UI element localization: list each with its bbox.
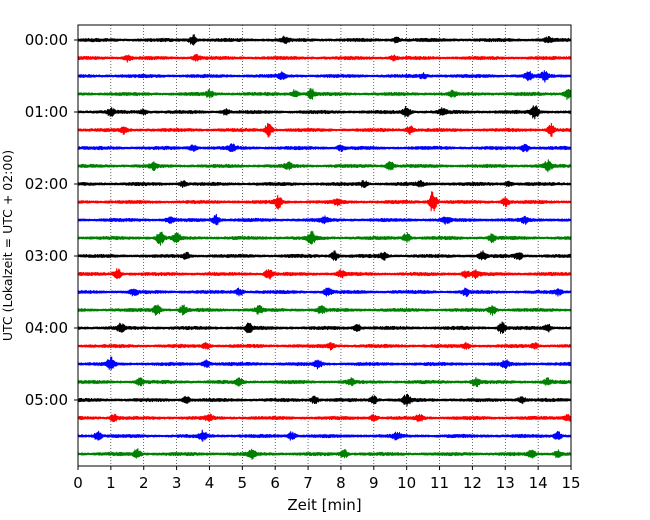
x-tick-label: 13: [496, 474, 515, 492]
trace-0215: [77, 191, 572, 212]
x-tick-label: 11: [430, 474, 449, 492]
x-tick-label: 10: [397, 474, 416, 492]
trace-0330: [77, 287, 572, 298]
x-tick-label: 3: [172, 474, 182, 492]
y-axis-label: UTC (Lokalzeit = UTC + 02:00): [0, 150, 15, 341]
x-tick-label: 5: [238, 474, 248, 492]
trace-0100: [77, 105, 572, 120]
x-tick-label: 14: [529, 474, 548, 492]
trace-0445: [77, 376, 572, 388]
trace-0015: [77, 53, 572, 63]
trace-0415: [77, 341, 572, 351]
y-tick-label: 01:00: [25, 103, 68, 121]
y-tick-label: 05:00: [25, 391, 68, 409]
trace-0430: [77, 356, 572, 371]
trace-0245: [77, 230, 572, 246]
x-tick-label: 12: [463, 474, 482, 492]
trace-0045: [77, 87, 572, 101]
y-axis-ticks: 00:00 01:00 02:00 03:00 04:00 05:00: [25, 31, 78, 409]
trace-group: [77, 34, 572, 460]
x-tick-label: 1: [106, 474, 116, 492]
trace-0130: [77, 143, 572, 153]
trace-0315: [77, 268, 572, 280]
x-tick-label: 9: [369, 474, 379, 492]
trace-0000: [77, 34, 572, 46]
trace-0400: [77, 321, 572, 334]
x-axis-ticks: 0 1 2 3 4 5 6 7 8 9 10 11 12 13 14 15: [73, 466, 581, 492]
x-tick-label: 4: [205, 474, 215, 492]
trace-0230: [77, 213, 572, 226]
y-tick-label: 03:00: [25, 247, 68, 265]
trace-0145: [77, 159, 572, 173]
trace-0300: [77, 250, 572, 261]
x-tick-label: 0: [73, 474, 83, 492]
trace-0345: [77, 304, 572, 316]
x-tick-label: 15: [561, 474, 580, 492]
x-tick-label: 2: [139, 474, 149, 492]
x-tick-label: 8: [336, 474, 346, 492]
y-tick-label: 02:00: [25, 175, 68, 193]
trace-0545: [77, 448, 572, 460]
trace-0115: [77, 122, 572, 138]
y-tick-label: 00:00: [25, 31, 68, 49]
plot-frame: [77, 24, 572, 467]
y-tick-label: 04:00: [25, 319, 68, 337]
x-tick-label: 6: [270, 474, 280, 492]
x-tick-label: 7: [303, 474, 313, 492]
trace-0500: [77, 393, 572, 407]
trace-0030: [77, 70, 572, 83]
trace-0515: [77, 413, 572, 423]
trace-0530: [77, 429, 572, 442]
x-axis-label: Zeit [min]: [287, 496, 361, 514]
trace-0200: [77, 179, 572, 189]
